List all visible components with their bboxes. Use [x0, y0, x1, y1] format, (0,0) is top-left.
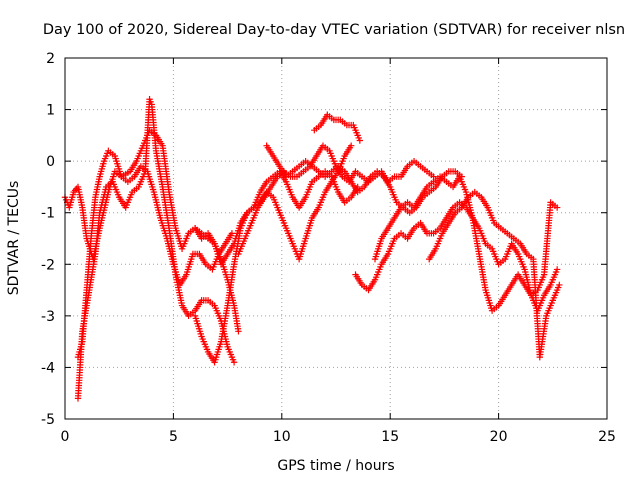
series-track-7	[263, 142, 465, 216]
x-tick-label: 15	[381, 429, 399, 445]
data-point	[228, 230, 236, 237]
plot-frame	[64, 57, 608, 420]
series-track-11	[426, 188, 563, 361]
chart-title: Day 100 of 2020, Sidereal Day-to-day VTE…	[43, 22, 625, 38]
y-tick-label: -1	[41, 206, 55, 222]
y-tick-label: -3	[41, 309, 55, 325]
series-track-4	[191, 168, 361, 366]
x-tick-label: 5	[169, 429, 178, 445]
series-track-5	[191, 142, 355, 268]
x-tick-label: 0	[61, 429, 70, 445]
series-track-6	[235, 142, 437, 258]
series-track-3	[74, 96, 238, 402]
data-points	[61, 96, 563, 402]
data-point	[553, 204, 561, 211]
series-track-8	[311, 111, 364, 144]
data-point	[356, 137, 364, 144]
x-axis-label: GPS time / hours	[277, 458, 394, 474]
y-tick-label: -4	[41, 360, 55, 376]
data-point	[556, 281, 563, 289]
y-axis-label: SDTVAR / TECUs	[6, 181, 22, 296]
y-tick-label: 2	[46, 51, 55, 67]
series-track-2	[74, 147, 236, 361]
data-point	[235, 328, 242, 335]
x-tick-label: 25	[598, 429, 616, 445]
series-track-10	[371, 173, 561, 314]
y-tick-label: -5	[41, 412, 55, 428]
data-point	[347, 142, 355, 149]
x-tick-label: 10	[273, 429, 291, 445]
y-tick-label: 0	[46, 154, 55, 170]
x-tick-label: 20	[490, 429, 508, 445]
data-point	[230, 359, 238, 366]
y-tick-label: 1	[46, 103, 55, 119]
axis-ticks: 0 5 10 15 20 25 -5 -4 -3 -2 -1 0 1 2	[41, 51, 616, 445]
data-point	[553, 266, 561, 273]
y-tick-label: -2	[41, 257, 55, 273]
